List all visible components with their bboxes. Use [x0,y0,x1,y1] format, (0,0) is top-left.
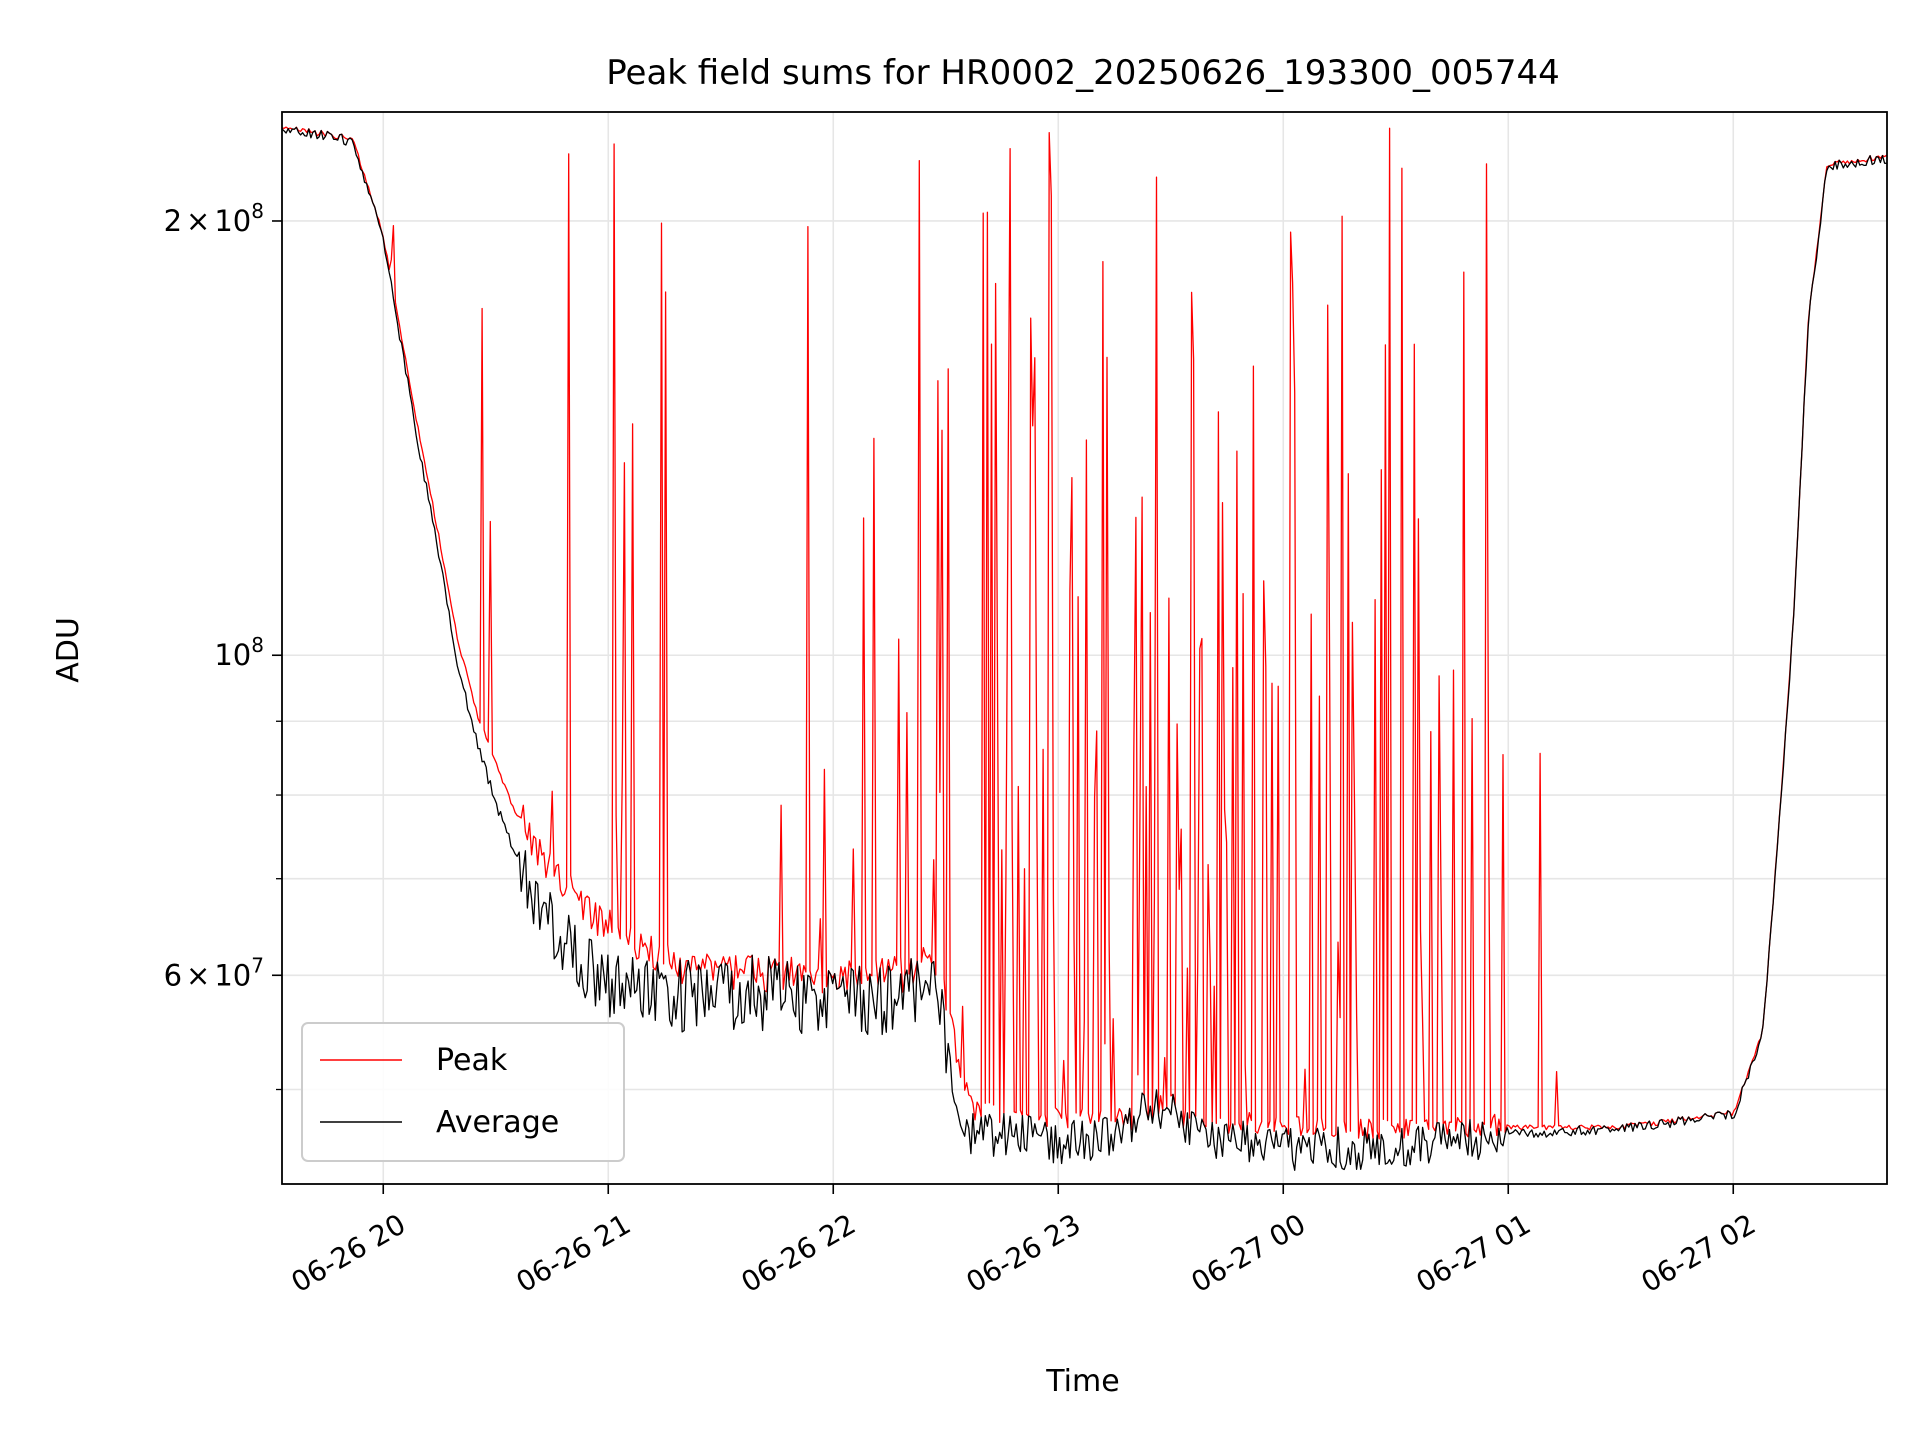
series-layer [282,126,1887,1171]
x-axis-label: Time [1045,1364,1119,1399]
peak-series-line [282,126,1887,1141]
average-series-line [282,126,1887,1171]
chart-title: Peak field sums for HR0002_20250626_1933… [606,53,1560,93]
y-tick-label: 108 [214,633,264,672]
legend-peak-label: Peak [436,1043,508,1078]
axes-frame [281,111,1888,1185]
legend-box [301,1022,625,1162]
y-axis-label: ADU [51,617,86,683]
legend: Peak Average [301,1022,625,1162]
y-tick-label: 2 × 108 [164,199,264,238]
y-tick-label: 6 × 107 [164,953,264,992]
grid [282,112,1887,1184]
legend-average-label: Average [436,1105,559,1140]
